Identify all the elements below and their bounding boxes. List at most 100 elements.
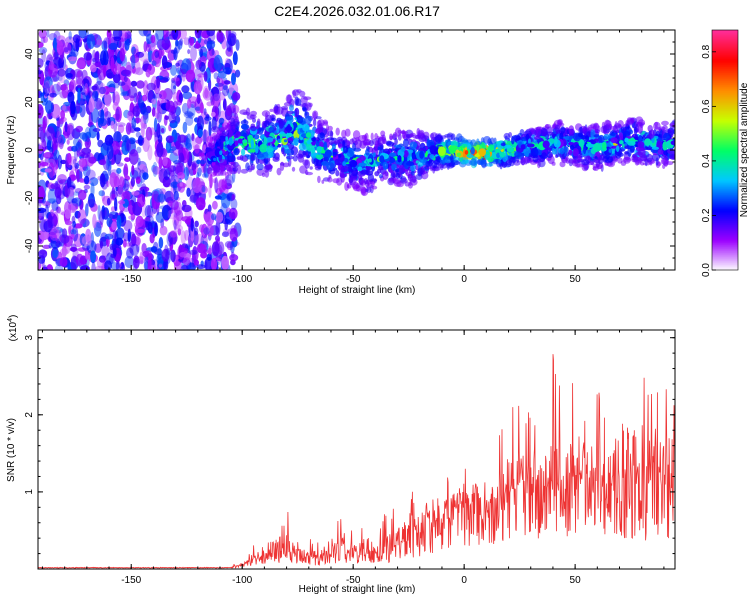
ridge-cell <box>303 96 312 100</box>
noise-speck <box>82 166 89 171</box>
colorbar-band <box>712 126 738 129</box>
noise-speck <box>125 122 132 135</box>
ridge-cell <box>565 157 570 164</box>
noise-speck <box>156 111 162 123</box>
noise-speck <box>91 85 98 91</box>
ridge-cell <box>554 136 558 145</box>
noise-speck <box>137 135 145 146</box>
noise-speck <box>123 220 133 232</box>
ridge-cell <box>324 149 332 158</box>
ridge-cell <box>520 156 526 166</box>
noise-speck <box>228 31 237 38</box>
ridge-cell <box>227 143 235 150</box>
noise-speck <box>99 173 106 188</box>
noise-speck <box>47 212 53 229</box>
ridge-cell <box>299 165 308 174</box>
noise-speck <box>201 185 206 193</box>
noise-speck <box>61 183 71 197</box>
ridge-cell <box>346 147 355 158</box>
noise-speck <box>108 211 119 219</box>
colorbar-band <box>712 184 738 187</box>
noise-speck <box>155 105 163 121</box>
ridge-cell <box>230 161 236 166</box>
noise-speck <box>67 56 78 61</box>
ridge-cell <box>568 149 573 155</box>
noise-speck <box>38 249 48 259</box>
colorbar-band <box>712 234 738 237</box>
colorbar-band <box>712 206 738 209</box>
snr-multiplier-base: (x10 <box>8 321 19 341</box>
noise-speck <box>135 215 144 228</box>
ridge-cell <box>542 140 550 149</box>
ridge-cell <box>375 140 379 150</box>
ridge-cell <box>340 165 349 173</box>
colorbar-band <box>712 132 738 135</box>
noise-speck <box>218 179 226 193</box>
noise-speck <box>57 174 67 184</box>
ridge-cell <box>377 168 381 174</box>
noise-speck <box>88 124 97 139</box>
noise-speck <box>161 207 169 220</box>
ridge-cell <box>594 123 599 133</box>
noise-speck <box>189 37 195 46</box>
colorbar-band <box>712 118 738 121</box>
noise-speck <box>213 54 223 71</box>
noise-speck <box>98 190 105 197</box>
colorbar-band <box>712 198 738 201</box>
ridge-cell <box>582 126 588 134</box>
y-tick-label: -20 <box>24 190 35 205</box>
noise-speck <box>133 255 140 269</box>
chart-title: C2E4.2026.032.01.06.R17 <box>274 3 440 19</box>
noise-speck <box>38 212 42 220</box>
ridge-cell <box>410 132 416 136</box>
ridge-cell <box>644 138 652 146</box>
ridge-cell <box>490 137 495 145</box>
ridge-cell <box>374 133 378 140</box>
colorbar-band <box>712 82 738 85</box>
ridge-cell <box>590 160 595 166</box>
noise-speck <box>207 204 212 213</box>
ridge-cell <box>593 134 600 138</box>
colorbar-band <box>712 186 738 189</box>
noise-speck <box>98 86 106 95</box>
noise-speck <box>75 125 83 133</box>
ridge-cell <box>513 134 521 141</box>
colorbar-band <box>712 266 738 269</box>
noise-speck <box>112 230 117 245</box>
ridge-cell <box>294 137 299 146</box>
ridge-cell <box>277 138 281 143</box>
ridge-cell <box>450 153 454 163</box>
noise-speck <box>65 152 72 168</box>
noise-speck <box>121 77 132 91</box>
noise-speck <box>211 241 220 257</box>
ridge-cell <box>425 161 430 168</box>
ridge-cell <box>662 125 668 131</box>
ridge-cell <box>365 148 370 156</box>
noise-speck <box>196 264 206 270</box>
noise-speck <box>173 214 180 226</box>
noise-speck <box>83 184 91 190</box>
ridge-cell <box>313 111 317 121</box>
ridge-cell <box>661 120 669 126</box>
noise-speck <box>221 85 229 97</box>
noise-speck <box>131 46 137 55</box>
ridge-cell <box>638 135 643 142</box>
colorbar-band <box>712 202 738 205</box>
noise-speck <box>113 131 122 143</box>
noise-speck <box>87 198 97 208</box>
noise-speck <box>38 185 45 200</box>
ridge-cell <box>359 155 366 161</box>
ridge-cell <box>261 152 269 159</box>
noise-speck <box>115 253 121 265</box>
noise-speck <box>170 181 180 189</box>
noise-speck <box>77 208 87 225</box>
ridge-cell <box>315 141 320 147</box>
ridge-cell <box>236 156 242 161</box>
noise-speck <box>131 164 135 176</box>
noise-speck <box>66 176 72 190</box>
ridge-cell <box>304 111 308 116</box>
noise-speck <box>112 91 120 106</box>
ridge-cell <box>646 153 653 163</box>
ridge-cell <box>368 158 372 163</box>
noise-speck <box>70 45 76 60</box>
